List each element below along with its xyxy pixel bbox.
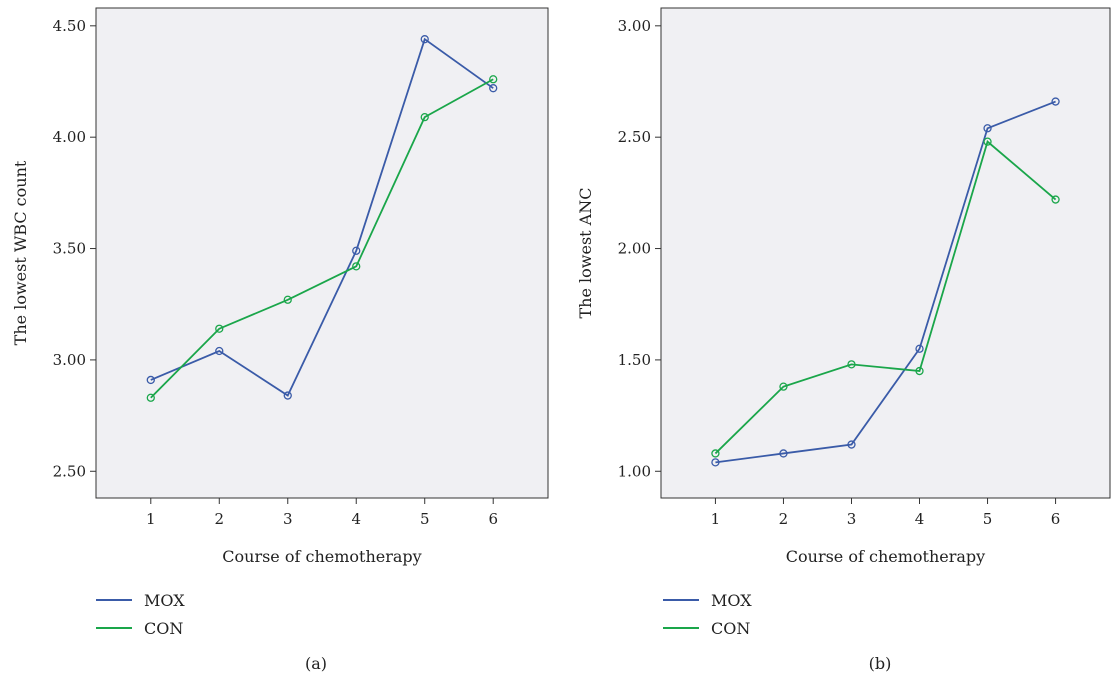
y-tick-label: 2.50 <box>53 462 86 480</box>
y-tick-label: 2.00 <box>618 240 651 258</box>
x-tick-label: 1 <box>146 510 156 528</box>
data-point-con <box>915 366 924 376</box>
x-tick-label: 4 <box>351 510 361 528</box>
plot-area <box>95 7 549 499</box>
series-line-mox <box>715 100 1056 464</box>
y-tick-label: 1.00 <box>618 462 651 480</box>
data-point-mox <box>915 344 924 353</box>
panel-label: (b) <box>869 654 892 673</box>
data-point-con <box>983 137 992 146</box>
data-point-con <box>352 262 361 271</box>
y-axis-title: The lowest WBC count <box>11 160 30 345</box>
data-point-con <box>1051 195 1060 204</box>
series-line-con <box>714 140 1057 455</box>
x-tick-label: 6 <box>1051 510 1061 528</box>
y-tick-label: 3.00 <box>618 17 651 35</box>
data-point-mox <box>283 391 292 400</box>
legend-label-con: CON <box>144 619 183 638</box>
y-axis-title: The lowest ANC <box>576 188 595 319</box>
data-point-con <box>215 324 224 333</box>
data-point-mox <box>215 346 224 356</box>
x-tick-label: 5 <box>983 510 993 528</box>
chart-panel-1: 2.50 3.00 3.50 4.00 4.50 1 2 3 4 5 6 Course of chem… <box>11 7 549 673</box>
data-point-mox <box>352 246 361 255</box>
y-tick-label: 2.50 <box>618 128 651 146</box>
y-tick-label: 3.50 <box>53 240 86 258</box>
series-line-mox <box>150 37 494 397</box>
x-tick-label: 2 <box>214 510 224 528</box>
x-tick-label: 3 <box>283 510 293 528</box>
data-point-mox <box>489 84 498 93</box>
legend-label-mox: MOX <box>144 591 185 610</box>
y-tick-label: 4.00 <box>53 128 86 146</box>
y-tick-label: 4.50 <box>53 17 86 35</box>
data-point-mox <box>1051 97 1060 106</box>
data-point-con <box>779 382 788 391</box>
chart-panel-2: 1.00 1.50 2.00 2.50 3.00 1 2 3 4 5 6 Course of chem… <box>576 7 1111 673</box>
x-tick-label: 4 <box>915 510 925 528</box>
legend-label-mox: MOX <box>711 591 752 610</box>
series-line-con <box>150 78 494 399</box>
data-point-con <box>489 75 498 84</box>
data-point-mox <box>779 449 788 458</box>
plot-area <box>660 7 1111 499</box>
data-point-con <box>847 360 856 369</box>
data-point-mox <box>847 440 856 449</box>
x-tick-label: 3 <box>847 510 857 528</box>
x-tick-label: 5 <box>420 510 430 528</box>
panel-label: (a) <box>305 654 327 673</box>
y-tick-label: 1.50 <box>618 351 651 369</box>
data-point-con <box>711 449 720 458</box>
x-tick-label: 6 <box>488 510 498 528</box>
x-tick-label: 2 <box>779 510 789 528</box>
data-point-mox <box>983 124 992 133</box>
data-point-mox <box>146 375 155 385</box>
data-point-mox <box>420 35 429 44</box>
data-point-con <box>420 112 429 122</box>
x-axis-title: Course of chemotherapy <box>786 547 985 566</box>
data-point-con <box>283 295 292 304</box>
x-tick-label: 1 <box>711 510 721 528</box>
data-point-mox <box>711 458 720 467</box>
legend-label-con: CON <box>711 619 750 638</box>
data-point-con <box>146 393 155 402</box>
x-axis-title: Course of chemotherapy <box>222 547 421 566</box>
y-tick-label: 3.00 <box>53 351 86 369</box>
